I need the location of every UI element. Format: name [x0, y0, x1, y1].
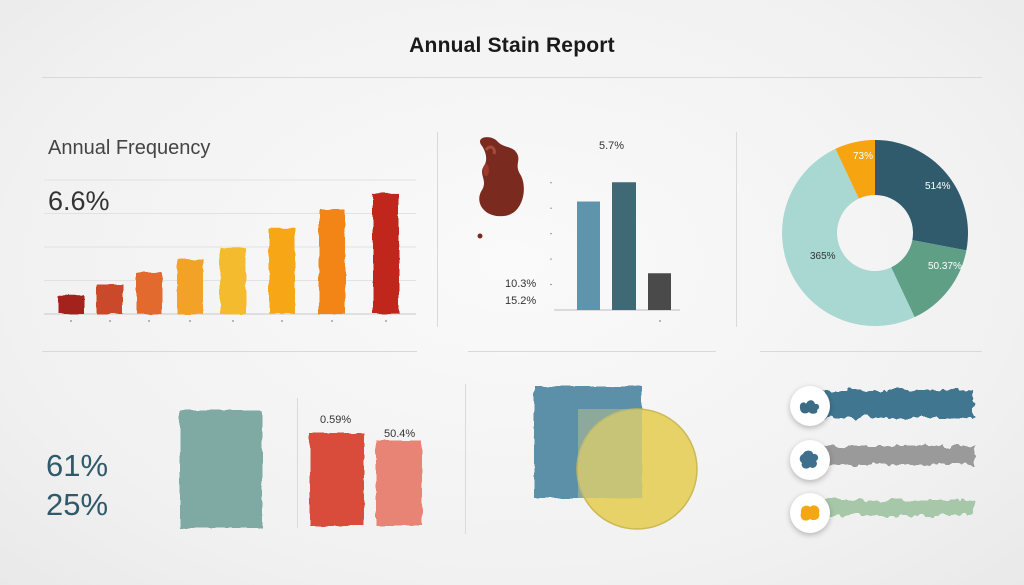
row-divider-left — [42, 351, 417, 352]
big-value: 61% — [46, 448, 109, 483]
bar — [376, 441, 422, 526]
overlap-shapes — [534, 386, 698, 530]
splatter-icon[interactable] — [790, 493, 830, 533]
headline-value: 6.6% — [48, 186, 110, 216]
donut-slice — [782, 148, 915, 326]
bar — [319, 209, 345, 314]
bar — [612, 182, 636, 310]
bar-group — [58, 193, 399, 322]
row-divider-right — [760, 351, 982, 352]
coral-bar-chart — [310, 433, 422, 526]
bar — [824, 446, 974, 464]
donut-slice — [835, 140, 875, 199]
bar-group — [310, 433, 422, 526]
bar — [269, 228, 295, 314]
donut-chart: 73% 514% 50.37% 365% — [782, 140, 968, 326]
bar — [824, 500, 974, 516]
annotation-label: 5.7% — [599, 140, 625, 152]
middle-bar-chart — [550, 182, 680, 322]
bar — [136, 272, 162, 314]
bar — [177, 259, 203, 314]
donut-slice — [875, 140, 968, 251]
bar — [648, 273, 671, 310]
title-divider — [42, 77, 982, 78]
slice-label: 50.37% — [928, 261, 962, 272]
bar-group — [180, 410, 262, 528]
slice-label: 365% — [810, 251, 836, 262]
donut-slice — [891, 240, 967, 318]
bar-group — [577, 182, 671, 310]
slice-label: 73% — [853, 151, 873, 162]
bar — [180, 410, 262, 528]
stain-blot-icon — [477, 137, 524, 239]
annotation-label: 0.59% — [320, 414, 352, 426]
row-divider-middle — [468, 351, 716, 352]
column-divider-2 — [736, 132, 737, 327]
column-divider-1 — [437, 132, 438, 327]
big-value: 25% — [46, 487, 109, 522]
donut-slices: 73% 514% 50.37% 365% — [782, 140, 968, 326]
column-divider-3 — [297, 398, 298, 528]
bar-group — [824, 390, 974, 516]
annual-frequency-chart — [44, 179, 416, 322]
bar — [310, 433, 364, 526]
slice-label: 514% — [925, 181, 951, 192]
bar — [58, 295, 84, 314]
chart-title: Annual Frequency — [48, 137, 211, 159]
bar — [97, 284, 123, 314]
splatter-icon[interactable] — [790, 440, 830, 480]
bar — [824, 390, 974, 418]
column-divider-4 — [465, 384, 466, 534]
annotation-label: 15.2% — [505, 295, 537, 307]
bar — [577, 201, 600, 310]
bar — [220, 248, 246, 314]
splatter-icon[interactable] — [790, 386, 830, 426]
annotation-label: 50.4% — [384, 428, 416, 440]
textured-bar-chart — [180, 410, 262, 528]
horizontal-stain-bars — [824, 390, 974, 516]
page-title: Annual Stain Report — [409, 34, 615, 57]
bar — [373, 193, 399, 314]
annotation-label: 10.3% — [505, 278, 537, 290]
overlap-area — [578, 409, 642, 498]
gridlines — [44, 179, 416, 315]
